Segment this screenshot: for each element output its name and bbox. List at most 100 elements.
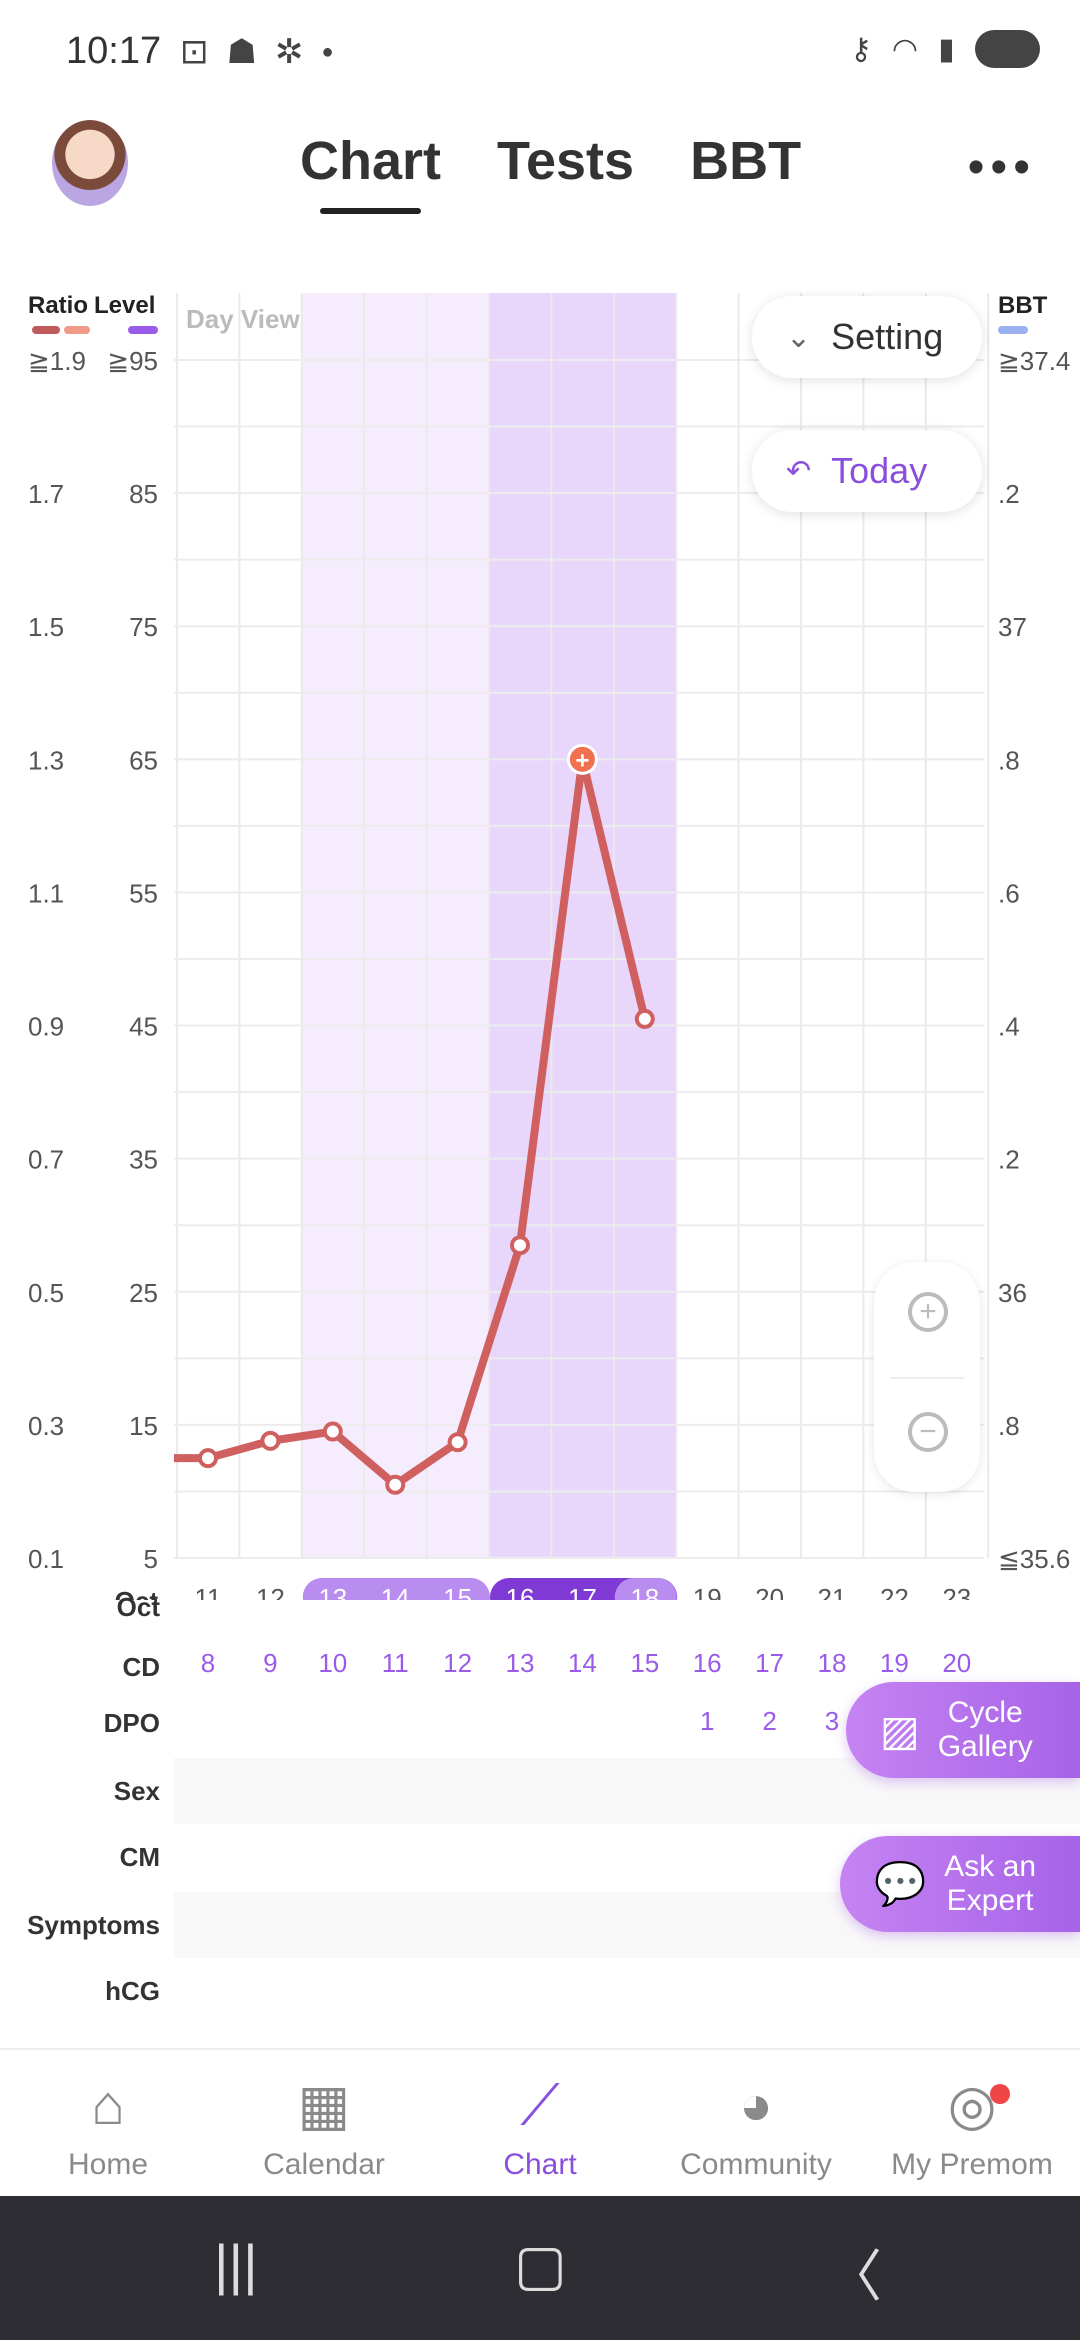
- date-tick-label: 21: [818, 1583, 847, 1600]
- nav-chart-label: Chart: [503, 2148, 577, 2181]
- level-tick-label: 15: [129, 1411, 158, 1441]
- ask-expert-label: Ask an Expert: [944, 1850, 1037, 1917]
- tab-bbt[interactable]: BBT: [690, 131, 802, 191]
- bbt-tick-label: .4: [998, 1012, 1020, 1042]
- ratio-tick-label: 0.1: [28, 1544, 64, 1574]
- nav-my-premom[interactable]: ◎ My Premom: [872, 2072, 1072, 2182]
- cd-value: 13: [505, 1648, 535, 1678]
- legend-ratio-bar-2: [64, 326, 90, 334]
- level-tick-label: 5: [144, 1544, 158, 1574]
- cd-value: 18: [817, 1648, 847, 1678]
- date-tick-label: 22: [880, 1583, 909, 1600]
- setting-button[interactable]: ⌄ Setting: [752, 296, 982, 378]
- legend-bbt-bar: [998, 326, 1028, 334]
- recents-icon[interactable]: |||: [214, 2233, 258, 2296]
- nav-home-label: Home: [67, 2148, 149, 2181]
- date-tick-label: 16: [506, 1583, 535, 1600]
- bbt-tick-label: .6: [998, 878, 1020, 908]
- bbt-tick-label: .2: [998, 479, 1020, 509]
- date-tick-label: 15: [443, 1583, 472, 1600]
- ratio-tick-label: 1.5: [28, 612, 64, 642]
- data-point: [385, 1474, 406, 1495]
- bbt-tick-label: .8: [998, 1411, 1020, 1441]
- zoom-in-icon[interactable]: +: [908, 1292, 948, 1332]
- data-point: [447, 1432, 468, 1453]
- home-icon: ⌂: [91, 2073, 125, 2136]
- ratio-tick-label: 1.7: [28, 479, 64, 509]
- cycle-gallery-button[interactable]: ▨ Cycle Gallery: [846, 1682, 1080, 1778]
- today-label: Today: [831, 450, 928, 491]
- nav-community[interactable]: ◕ Community: [656, 2072, 856, 2182]
- tab-chart[interactable]: Chart: [300, 131, 442, 214]
- cd-value: 8: [200, 1648, 216, 1678]
- cd-value: 9: [263, 1648, 278, 1678]
- data-point: [260, 1430, 281, 1451]
- calendar-icon: ▦: [297, 2073, 351, 2136]
- nav-chart[interactable]: ⟋ Chart: [440, 2072, 640, 2182]
- nav-calendar[interactable]: ▦ Calendar: [224, 2072, 424, 2182]
- peak-point: [566, 743, 598, 775]
- level-tick-label: 45: [129, 1012, 158, 1042]
- cycle-gallery-label: Cycle Gallery: [937, 1696, 1033, 1763]
- cd-value: 19: [879, 1648, 909, 1678]
- bottom-navigation: ⌂ Home ▦ Calendar ⟋ Chart ◕ Community ◎ …: [0, 2048, 1080, 2196]
- cd-value: 15: [630, 1648, 660, 1678]
- cd-row-label: CD: [122, 1652, 160, 1682]
- ratio-tick-label: 0.3: [28, 1411, 64, 1441]
- system-icons: ⚷ ◠ ▮ 80: [850, 30, 1040, 68]
- ratio-tick-label: 1.1: [28, 878, 64, 908]
- bbt-tick-label: 37: [998, 612, 1027, 642]
- screenshot-icon: ⊡: [180, 33, 209, 71]
- avatar[interactable]: [52, 120, 128, 206]
- dpo-value: 3: [824, 1706, 840, 1736]
- level-tick-label: 35: [129, 1145, 158, 1175]
- back-icon[interactable]: 〈: [826, 2245, 882, 2308]
- bbt-tick-label: ≧37.4: [998, 346, 1070, 376]
- dpo-row-label: DPO: [103, 1708, 160, 1738]
- level-tick-label: 65: [129, 745, 158, 775]
- date-tick-label: 13: [318, 1583, 347, 1600]
- level-tick-label: 25: [129, 1278, 158, 1308]
- battery-indicator: 80: [974, 30, 1040, 68]
- status-bar: 10:17 ⊡ ☗ ✲ ● ⚷ ◠ ▮ 80: [0, 0, 1080, 100]
- date-tick-label: 20: [755, 1583, 784, 1600]
- date-tick-label: 19: [693, 1583, 722, 1600]
- date-tick-label: 18: [630, 1583, 659, 1600]
- wifi-icon: ◠: [891, 32, 919, 66]
- hcg-row-label: hCG: [105, 1976, 160, 2006]
- undo-icon: ↶: [786, 454, 812, 488]
- today-button[interactable]: ↶ Today: [752, 430, 982, 512]
- profile-icon: ◎: [947, 2073, 997, 2136]
- bbt-tick-label: .2: [998, 1145, 1020, 1175]
- cd-value: 11: [381, 1648, 409, 1678]
- system-navigation-bar: ||| ▢ 〈: [0, 2196, 1080, 2340]
- ratio-tick-label: 0.9: [28, 1012, 64, 1042]
- sex-row-label: Sex: [113, 1776, 160, 1806]
- cm-row-label: CM: [119, 1842, 160, 1872]
- bbt-tick-label: ≦35.6: [998, 1544, 1070, 1574]
- level-tick-label: 85: [129, 479, 158, 509]
- date-tick-label: 23: [942, 1583, 971, 1600]
- setting-label: Setting: [831, 316, 944, 357]
- zoom-out-icon[interactable]: −: [908, 1412, 948, 1452]
- lh-chart[interactable]: ≧1.9 ≧95 ≧37.4 1.7 85 .2 1.5 75 37 1.3 65 .8 1.1 55 .6…: [0, 280, 1080, 1600]
- legend-ratio: Ratio: [28, 292, 88, 319]
- nav-home[interactable]: ⌂ Home: [8, 2072, 208, 2182]
- bbt-tick-label: 36: [998, 1278, 1027, 1308]
- signal-icon: ▮: [938, 32, 955, 66]
- gallery-icon: ▨: [880, 1706, 920, 1754]
- symptoms-row-label: Symptoms: [27, 1910, 160, 1940]
- cd-value: 10: [318, 1648, 348, 1678]
- snapchat-icon: ☗: [226, 33, 257, 71]
- notification-icons: ⊡ ☗ ✲ ●: [180, 32, 334, 72]
- more-options-icon[interactable]: •••: [967, 141, 1036, 194]
- home-button-icon[interactable]: ▢: [514, 2233, 567, 2296]
- nav-calendar-label: Calendar: [263, 2148, 385, 2181]
- level-tick-label: ≧95: [107, 346, 158, 376]
- nav-my-premom-label: My Premom: [891, 2148, 1053, 2181]
- high-fertility-band: [489, 293, 677, 1558]
- month-label: Oct: [115, 1586, 159, 1600]
- level-tick-label: 75: [129, 612, 158, 642]
- tab-tests[interactable]: Tests: [497, 131, 635, 191]
- ask-expert-button[interactable]: 💬 Ask an Expert: [840, 1836, 1080, 1932]
